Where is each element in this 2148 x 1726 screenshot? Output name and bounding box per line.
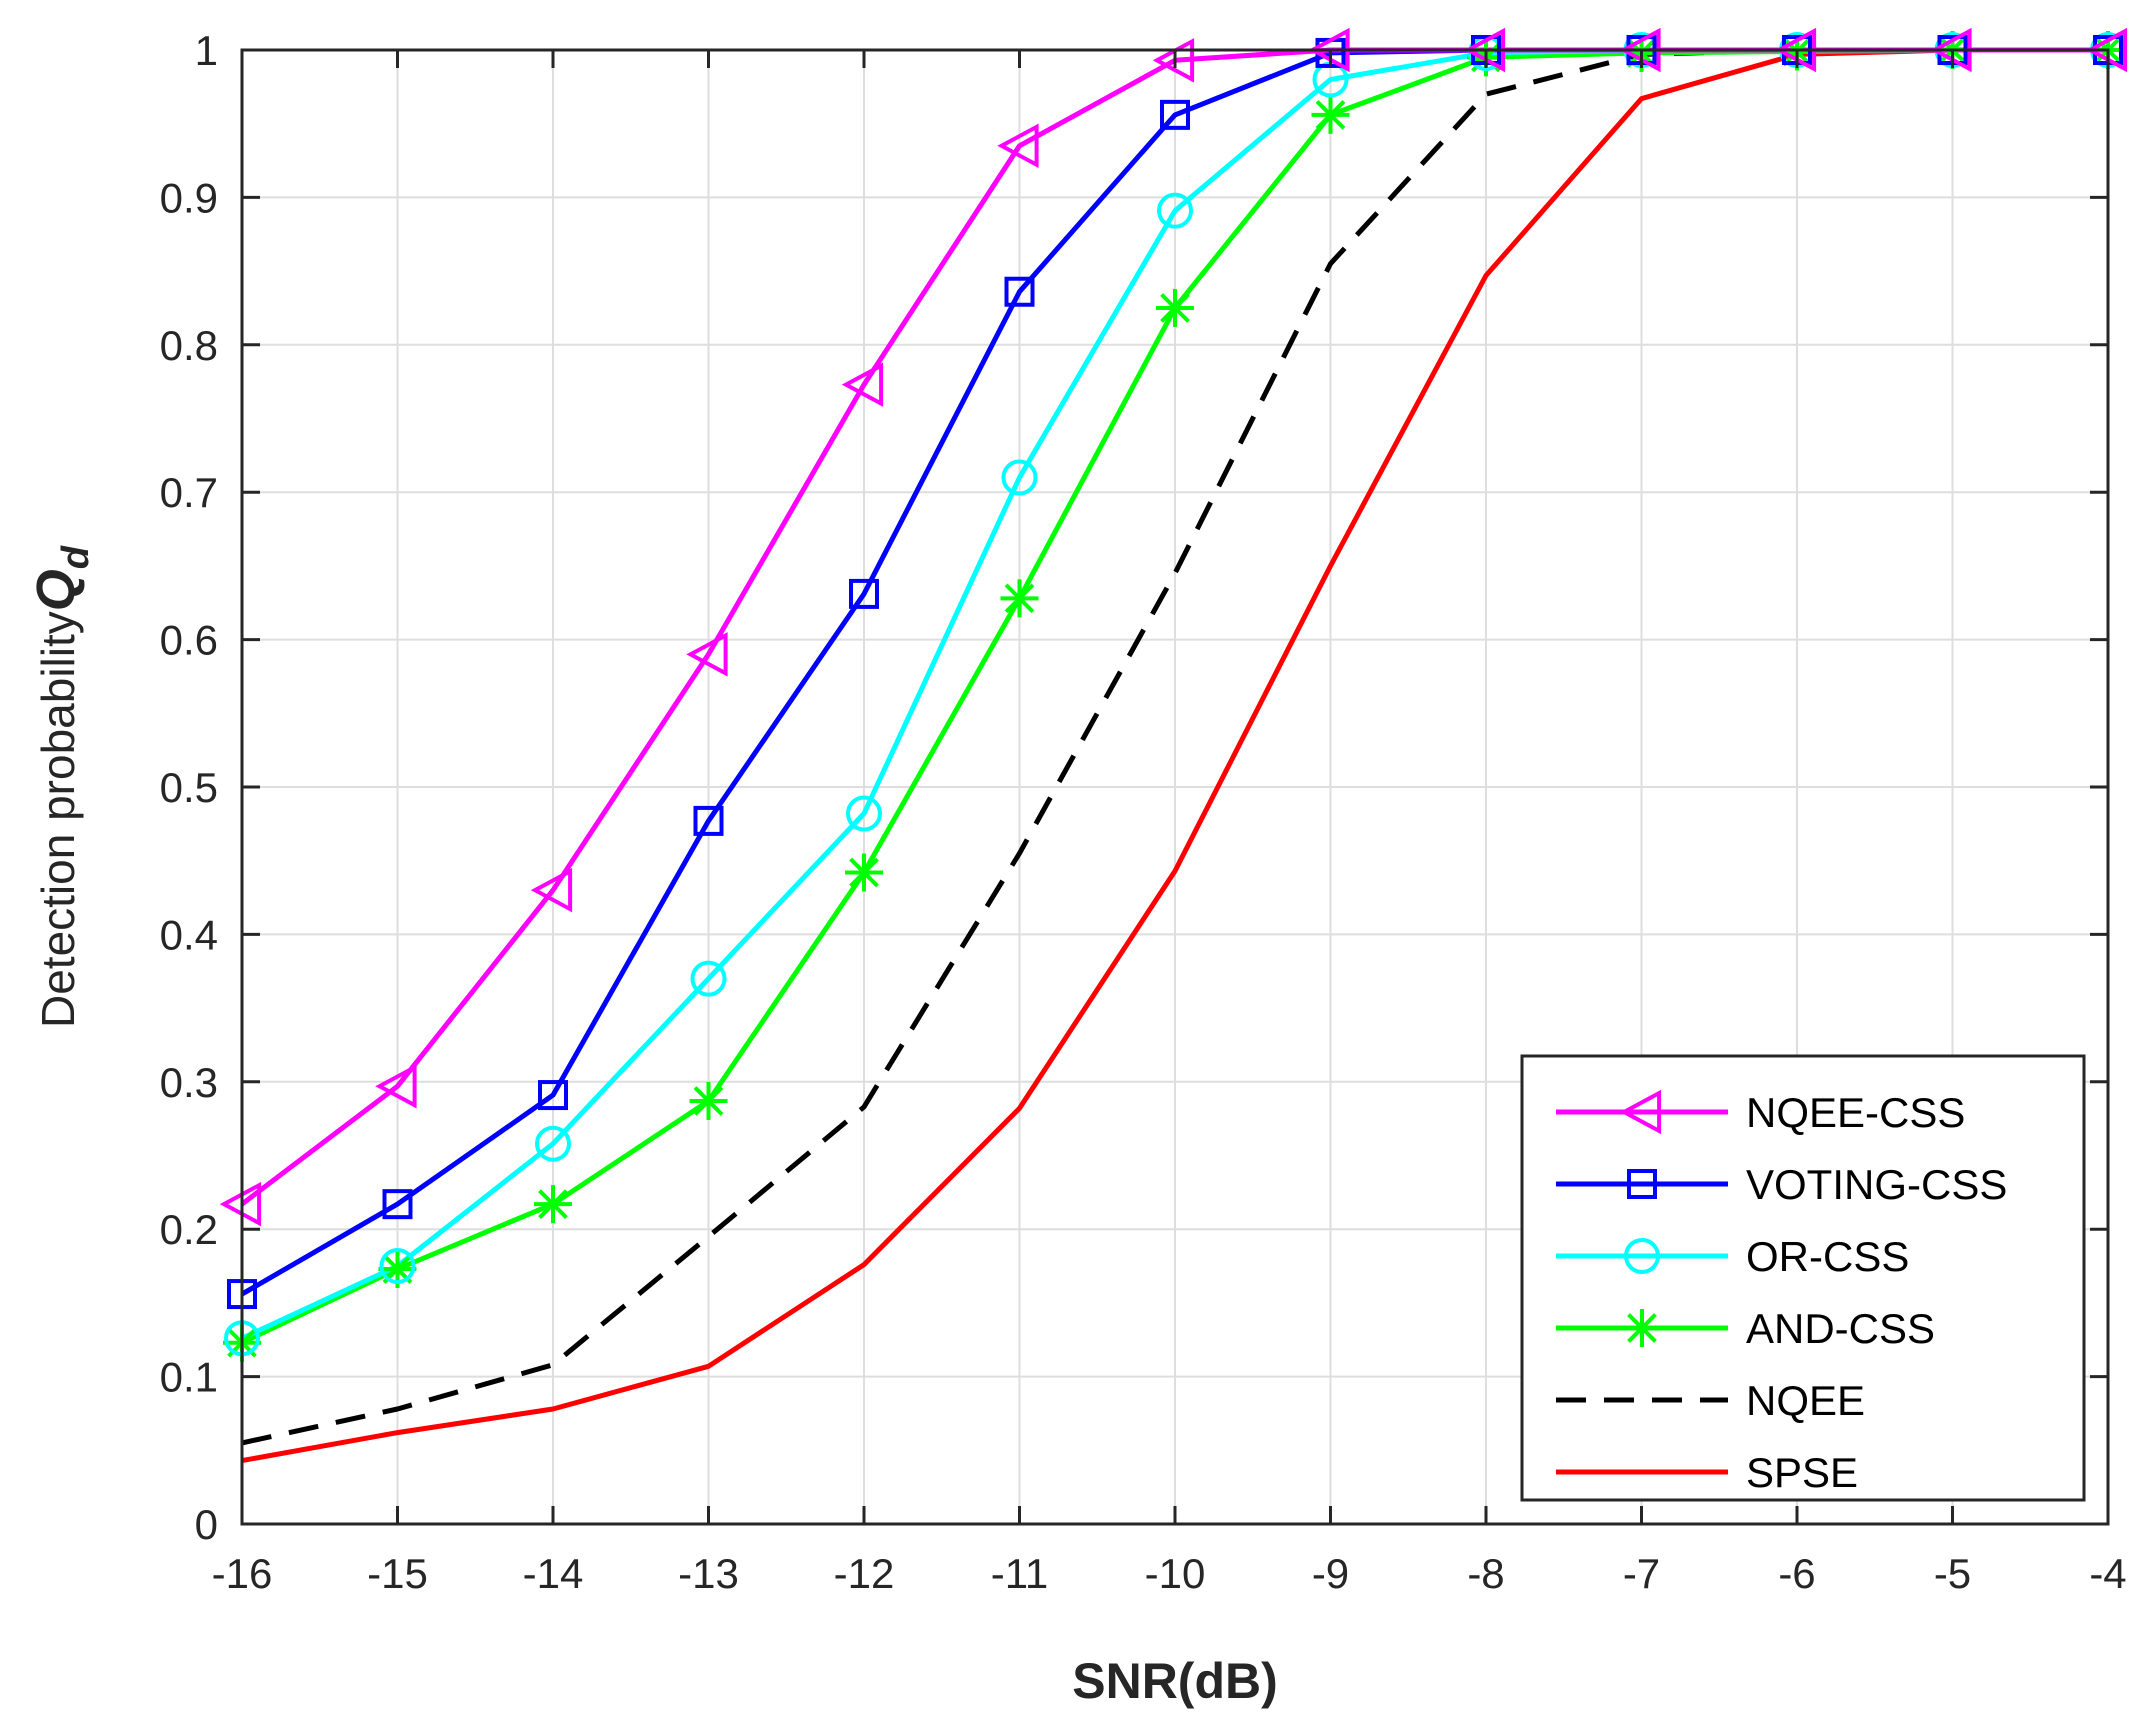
point-nqee-css	[530, 867, 573, 913]
x-tick-label: -5	[1934, 1550, 1971, 1597]
point-or-css	[846, 795, 882, 832]
legend-marker-or-css	[1624, 1238, 1660, 1274]
y-tick-label: 0.1	[160, 1354, 218, 1401]
legend-label-and-css: AND-CSS	[1746, 1305, 1935, 1352]
point-and-css	[1000, 579, 1039, 618]
legend-label-nqee: NQEE	[1746, 1377, 1865, 1424]
legend-label-spse: SPSE	[1746, 1449, 1858, 1496]
y-tick-label: 0.6	[160, 617, 218, 664]
y-tick-label: 1	[195, 27, 218, 74]
point-voting-css	[1160, 99, 1190, 130]
y-tick-label: 0.5	[160, 764, 218, 811]
point-voting-css	[538, 1080, 568, 1111]
y-tick-label: 0	[195, 1501, 218, 1548]
point-voting-css	[1004, 276, 1035, 307]
y-tick-label: 0.8	[160, 322, 218, 369]
x-tick-label: -11	[991, 1550, 1049, 1597]
x-tick-label: -14	[523, 1550, 584, 1597]
y-tick-label: 0.3	[160, 1059, 218, 1106]
legend-box	[1520, 1054, 2086, 1502]
point-or-css	[535, 1125, 571, 1162]
y-tick-labels: 0 0.1 0.2 0.3 0.4 0.5 0.6 0.7 0.8 0.9 1	[160, 27, 218, 1548]
legend-label-voting-css: VOTING-CSS	[1746, 1161, 2007, 1208]
x-tick-label: -12	[834, 1550, 895, 1597]
point-voting-css	[849, 578, 879, 609]
x-axis-label: SNR(dB)	[1072, 1653, 1278, 1709]
x-tick-label: -15	[367, 1550, 428, 1597]
y-tick-label: 0.9	[160, 174, 218, 221]
svg-text:Detection probabilityQd: Detection probabilityQd	[26, 545, 97, 1028]
point-and-css	[534, 1185, 572, 1224]
point-nqee-css	[686, 632, 728, 677]
point-voting-css	[693, 805, 724, 836]
y-tick-label: 0.4	[160, 911, 218, 958]
point-or-css	[690, 960, 727, 997]
x-tick-label: -16	[212, 1550, 273, 1597]
x-tick-label: -7	[1623, 1550, 1660, 1597]
y-tick-label: 0.2	[160, 1206, 218, 1253]
y-tick-label: 0.7	[160, 469, 218, 516]
x-tick-label: -10	[1145, 1550, 1206, 1597]
point-voting-css	[382, 1189, 413, 1220]
y-axis-symbol: Q	[26, 569, 86, 611]
legend-marker-nqee-css	[1619, 1089, 1662, 1135]
x-tick-label: -8	[1467, 1550, 1504, 1597]
point-and-css	[1311, 95, 1350, 134]
legend-label-or-css: OR-CSS	[1746, 1233, 1909, 1280]
point-nqee-css	[375, 1063, 417, 1109]
axis-ticks	[240, 48, 2110, 1526]
legend-marker-and-css	[1623, 1309, 1661, 1347]
y-axis-label: Detection probability	[32, 611, 84, 1028]
point-and-css	[689, 1081, 728, 1120]
point-and-css	[1156, 288, 1194, 327]
point-nqee-css	[841, 362, 884, 407]
x-tick-label: -4	[2089, 1550, 2126, 1597]
legend-label-nqee-css: NQEE-CSS	[1746, 1089, 1965, 1136]
point-or-css	[1001, 459, 1038, 496]
point-and-css	[845, 853, 883, 892]
x-tick-labels: -16 -15 -14 -13 -12 -11 -10 -9 -8 -7 -6 -5 -4	[212, 1550, 2127, 1597]
x-tick-label: -13	[678, 1550, 739, 1597]
point-or-css	[1157, 192, 1193, 229]
x-tick-label: -9	[1312, 1550, 1349, 1597]
point-nqee-css	[997, 123, 1039, 169]
legend: NQEE-CSS VOTING-CSS OR-CSS AND-CSS NQEE SPSE	[1520, 1054, 2086, 1502]
point-or-css	[379, 1248, 416, 1285]
x-tick-label: -6	[1778, 1550, 1815, 1597]
y-axis-label-group: Detection probabilityQd	[26, 545, 97, 1028]
legend-marker-voting-css	[1627, 1169, 1657, 1199]
y-axis-subscript: d	[55, 545, 97, 569]
